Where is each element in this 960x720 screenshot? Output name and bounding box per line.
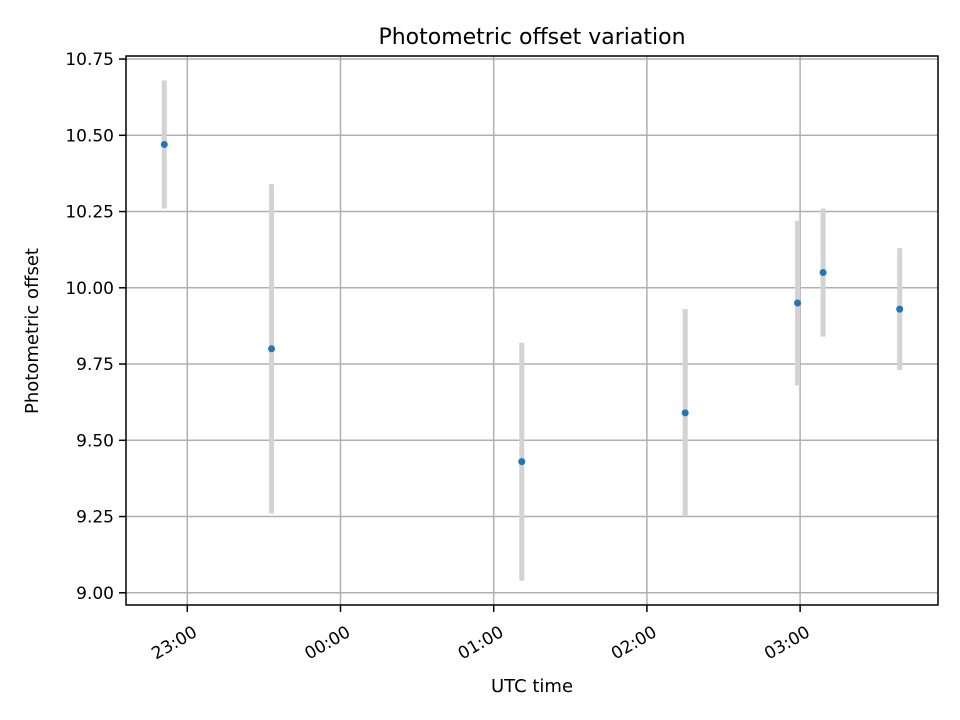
x-tick-label: 23:00: [148, 622, 200, 664]
x-tick-label: 03:00: [761, 622, 813, 664]
data-point: [819, 269, 827, 277]
data-point: [518, 458, 526, 466]
data-point: [160, 140, 168, 148]
data-points: [160, 140, 904, 466]
x-tick-label: 01:00: [455, 622, 507, 664]
data-point: [794, 299, 802, 307]
y-tick-label: 10.50: [65, 126, 114, 146]
grid: [126, 56, 938, 605]
error-bars: [161, 80, 903, 581]
y-tick-label: 9.00: [76, 584, 114, 604]
x-tick-label: 00:00: [302, 622, 354, 664]
x-axis-label: UTC time: [491, 676, 573, 697]
y-tick-label: 10.25: [65, 203, 114, 223]
data-point: [268, 345, 276, 353]
y-axis-label: Photometric offset: [22, 248, 43, 414]
y-tick-label: 9.75: [76, 355, 114, 375]
data-point: [681, 409, 689, 417]
y-tick-label: 9.50: [76, 431, 114, 451]
y-tick-label: 9.25: [76, 508, 114, 528]
ticks: 23:00 00:00 01:00 02:00 03:00 9.00 9.25 9.50 9.7…: [65, 50, 813, 664]
plot-frame: [125, 55, 939, 606]
x-tick-label: 02:00: [608, 622, 660, 664]
chart-title: Photometric offset variation: [378, 25, 685, 50]
data-point: [896, 305, 904, 313]
y-tick-label: 10.75: [65, 50, 114, 70]
y-tick-label: 10.00: [65, 279, 114, 299]
